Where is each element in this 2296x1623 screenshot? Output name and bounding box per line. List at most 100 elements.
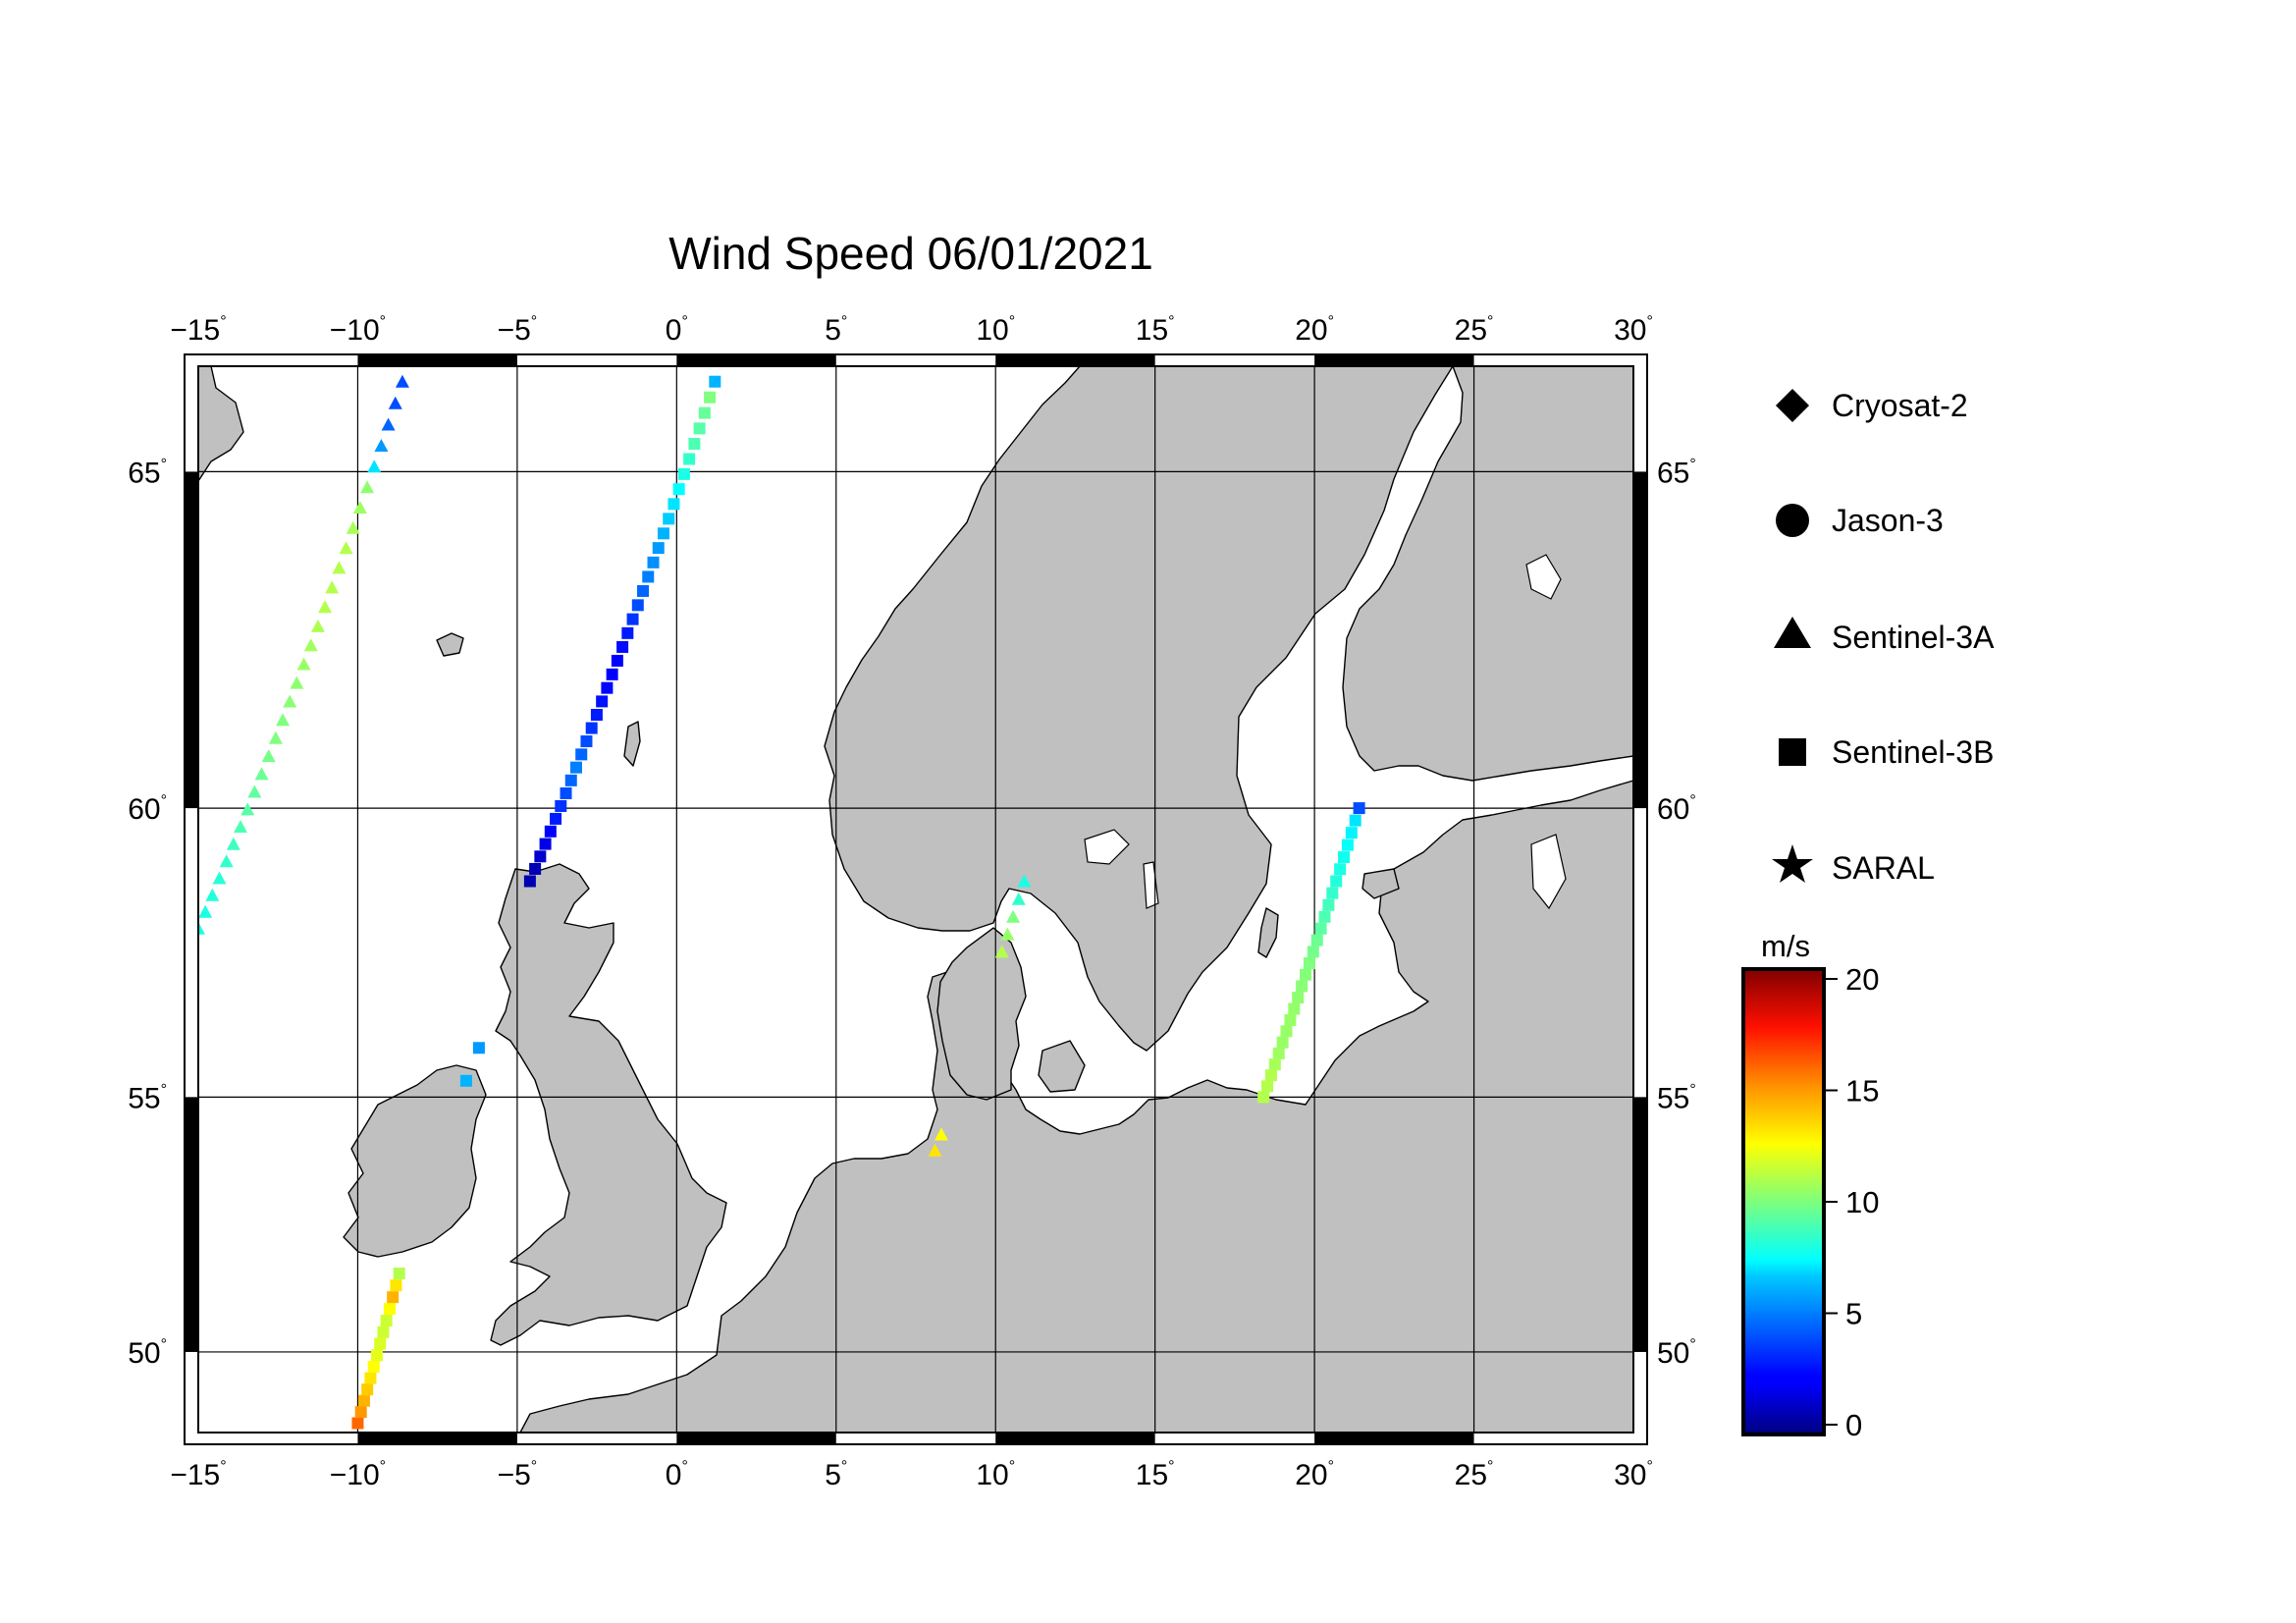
land-gotland bbox=[1257, 907, 1279, 958]
inland-lakes bbox=[1084, 554, 1567, 910]
legend-label-jason3: Jason-3 bbox=[1832, 503, 1944, 538]
track-5-point-1 bbox=[1000, 927, 1015, 941]
square-icon bbox=[1779, 738, 1806, 766]
track-1-point-23 bbox=[642, 570, 655, 583]
map-title: Wind Speed 06/01/2021 bbox=[668, 228, 1153, 279]
track-1-point-20 bbox=[626, 613, 639, 625]
colorbar: m/s 0 5 10 15 20 bbox=[1741, 929, 1879, 1442]
track-0-point-11 bbox=[268, 730, 283, 744]
lake-ladoga bbox=[1530, 834, 1567, 910]
frame-segment-bottom-7 bbox=[1314, 1433, 1474, 1444]
track-1-point-7 bbox=[560, 786, 572, 799]
track-6-point-22 bbox=[1341, 839, 1354, 851]
frame-checkerboard bbox=[185, 354, 1647, 1444]
lat-label-right-1: 55° bbox=[1657, 1081, 1696, 1114]
land-scandinavia bbox=[824, 366, 1454, 1052]
lat-label-left-2: 60° bbox=[128, 792, 167, 826]
track-6-point-8 bbox=[1288, 1002, 1301, 1015]
track-1-point-14 bbox=[596, 695, 609, 708]
frame-segment-left-3 bbox=[185, 471, 198, 809]
track-1-point-12 bbox=[585, 722, 598, 734]
track-1-point-15 bbox=[601, 681, 614, 694]
land-faroe bbox=[436, 632, 464, 657]
frame-segment-left-1 bbox=[185, 1097, 198, 1352]
track-0-point-2 bbox=[205, 888, 220, 901]
legend-item-saral: SARAL bbox=[1772, 844, 1935, 886]
track-6-point-20 bbox=[1334, 863, 1347, 876]
track-0-point-18 bbox=[318, 600, 333, 614]
colorbar-tick-label-0: 0 bbox=[1845, 1408, 1862, 1442]
track-2-point-1 bbox=[472, 1042, 485, 1055]
track-6-point-5 bbox=[1276, 1036, 1289, 1049]
track-3-point-2 bbox=[357, 1394, 370, 1407]
frame-segment-top-7 bbox=[1314, 354, 1474, 366]
track-3-point-5 bbox=[367, 1361, 380, 1374]
lon-labels-bottom: −15° −10° −5° 0° 5° 10° 15° 20° 25° 30° bbox=[170, 1458, 1653, 1491]
track-1-point-33 bbox=[693, 422, 706, 435]
frame-segment-right-1 bbox=[1633, 1097, 1647, 1352]
frame-segment-top-5 bbox=[995, 354, 1155, 366]
track-1-point-0 bbox=[523, 875, 536, 888]
track-3-point-11 bbox=[387, 1291, 400, 1304]
lon-label-top-6: 15° bbox=[1136, 313, 1175, 347]
track-1-point-28 bbox=[667, 498, 680, 511]
track-0-point-16 bbox=[303, 638, 318, 652]
track-1-point-27 bbox=[663, 513, 675, 525]
track-0-point-14 bbox=[290, 676, 304, 689]
track-0-point-22 bbox=[346, 520, 360, 534]
lon-label-top-7: 20° bbox=[1295, 313, 1334, 347]
track-0-point-8 bbox=[247, 784, 262, 798]
lon-label-bottom-6: 15° bbox=[1136, 1458, 1175, 1491]
track-6-point-3 bbox=[1268, 1058, 1281, 1071]
colorbar-unit: m/s bbox=[1761, 929, 1810, 963]
lon-label-bottom-1: −10° bbox=[330, 1458, 386, 1491]
land-continent bbox=[519, 780, 1633, 1433]
track-6-point-23 bbox=[1345, 827, 1358, 839]
lake-finland bbox=[1525, 554, 1562, 600]
legend-label-saral: SARAL bbox=[1832, 850, 1935, 886]
diamond-icon bbox=[1776, 389, 1809, 422]
track-3-point-6 bbox=[370, 1349, 383, 1362]
track-5-point-3 bbox=[1011, 892, 1026, 905]
track-4-point-1 bbox=[934, 1127, 948, 1141]
inner-frame bbox=[197, 365, 1634, 1434]
track-0-point-4 bbox=[219, 854, 234, 868]
track-1-point-25 bbox=[652, 542, 665, 555]
track-1-point-4 bbox=[544, 825, 557, 838]
track-1-point-24 bbox=[647, 556, 660, 568]
track-6-point-16 bbox=[1318, 910, 1331, 923]
track-0-point-29 bbox=[395, 374, 409, 388]
track-6-point-19 bbox=[1330, 875, 1343, 888]
lon-label-top-3: 0° bbox=[666, 313, 688, 347]
lon-label-top-9: 30° bbox=[1614, 313, 1653, 347]
star-icon bbox=[1772, 844, 1813, 883]
track-1-point-8 bbox=[564, 774, 577, 786]
track-1-point-13 bbox=[590, 709, 603, 722]
lat-label-left-3: 65° bbox=[128, 456, 167, 489]
lat-labels-left: 50° 55° 60° 65° bbox=[128, 456, 167, 1370]
map-area bbox=[198, 366, 1633, 1433]
frame-segment-top-1 bbox=[357, 354, 517, 366]
track-6-point-24 bbox=[1349, 814, 1362, 827]
track-1-point-35 bbox=[704, 391, 717, 404]
track-0-point-9 bbox=[254, 767, 269, 781]
colorbar-gradient bbox=[1741, 967, 1826, 1436]
track-1-point-1 bbox=[529, 862, 542, 875]
track-6-point-9 bbox=[1292, 992, 1305, 1004]
track-5-point-0 bbox=[994, 945, 1009, 958]
track-6-point-15 bbox=[1314, 922, 1327, 935]
lon-label-top-8: 25° bbox=[1455, 313, 1494, 347]
outer-frame bbox=[184, 353, 1648, 1445]
legend-label-sentinel3a: Sentinel-3A bbox=[1832, 620, 1995, 655]
lon-label-bottom-5: 10° bbox=[976, 1458, 1015, 1491]
lon-label-bottom-0: −15° bbox=[170, 1458, 226, 1491]
lon-label-bottom-2: −5° bbox=[498, 1458, 538, 1491]
track-5-point-4 bbox=[1017, 874, 1032, 888]
track-0-point-19 bbox=[325, 580, 340, 594]
track-0-point-1 bbox=[198, 904, 213, 918]
map-frame bbox=[184, 353, 1648, 1445]
track-6-point-2 bbox=[1264, 1069, 1277, 1082]
land-zealand bbox=[1038, 1040, 1086, 1093]
track-0-point-27 bbox=[381, 417, 396, 431]
